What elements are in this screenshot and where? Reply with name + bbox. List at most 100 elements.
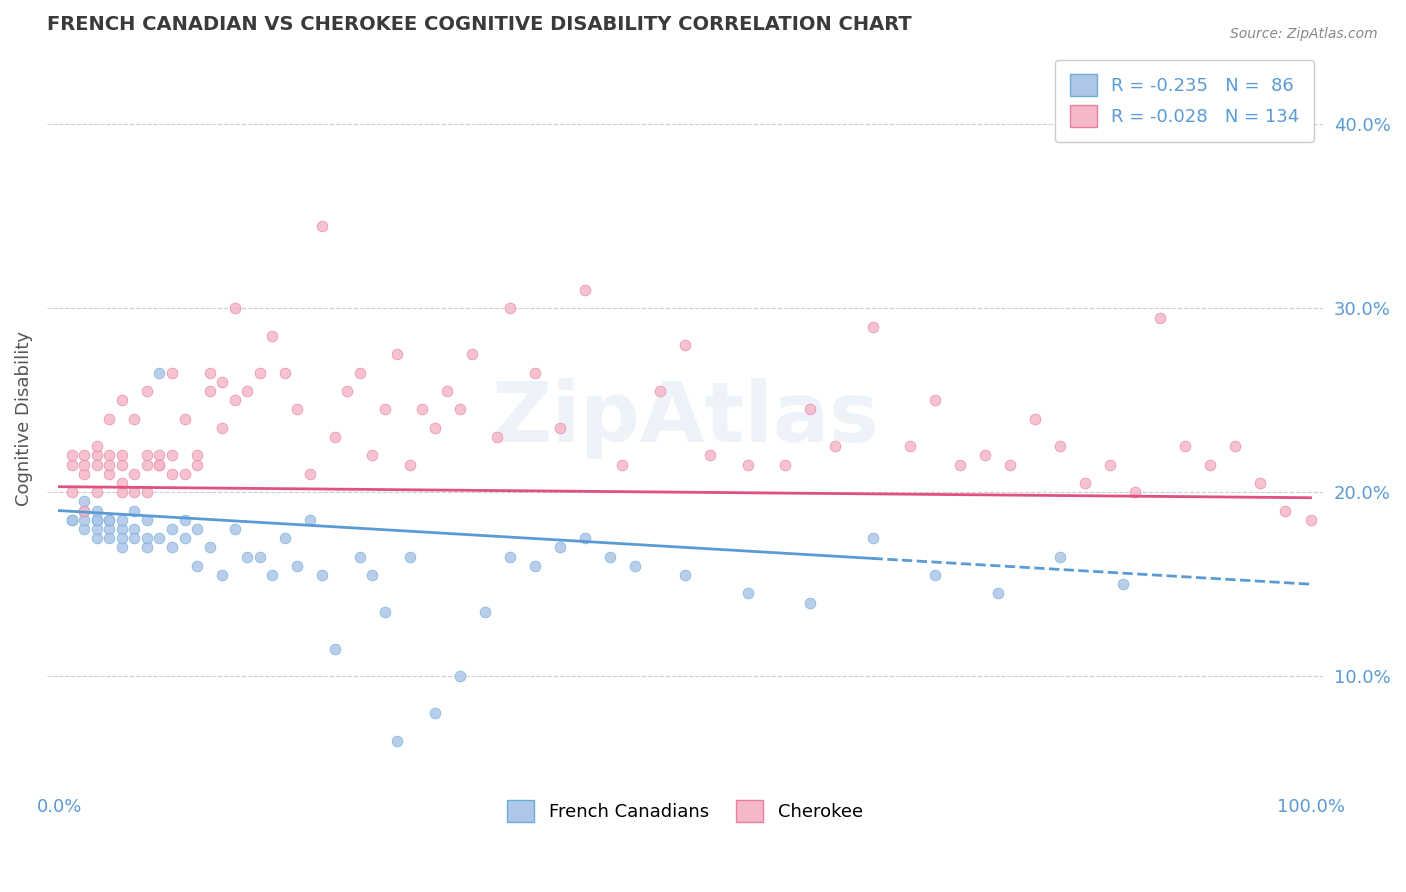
Point [136, 541, 159, 555]
Point [824, 439, 846, 453]
Point [1225, 439, 1247, 453]
Point [111, 393, 134, 408]
Point [98, 531, 121, 545]
Point [773, 458, 796, 472]
Point [160, 449, 183, 463]
Point [361, 568, 384, 582]
Point [224, 301, 246, 316]
Point [111, 522, 134, 536]
Point [1249, 476, 1271, 491]
Point [86, 485, 108, 500]
Point [1049, 549, 1071, 564]
Point [211, 421, 233, 435]
Point [349, 549, 371, 564]
Point [1299, 513, 1322, 527]
Point [60, 449, 83, 463]
Point [124, 411, 146, 425]
Point [1099, 458, 1122, 472]
Point [799, 402, 821, 417]
Point [98, 411, 121, 425]
Point [173, 467, 195, 481]
Point [249, 366, 271, 380]
Point [1074, 476, 1097, 491]
Point [311, 219, 333, 233]
Point [136, 449, 159, 463]
Point [98, 467, 121, 481]
Point [86, 513, 108, 527]
Point [862, 531, 884, 545]
Point [1274, 503, 1296, 517]
Point [124, 522, 146, 536]
Point [198, 366, 221, 380]
Point [111, 531, 134, 545]
Point [124, 485, 146, 500]
Point [136, 485, 159, 500]
Point [423, 421, 446, 435]
Point [499, 549, 522, 564]
Point [86, 458, 108, 472]
Point [136, 384, 159, 398]
Point [198, 541, 221, 555]
Point [86, 503, 108, 517]
Point [411, 402, 433, 417]
Point [523, 366, 546, 380]
Point [1199, 458, 1222, 472]
Point [974, 449, 997, 463]
Point [1049, 439, 1071, 453]
Point [148, 531, 170, 545]
Point [311, 568, 333, 582]
Point [148, 458, 170, 472]
Point [98, 513, 121, 527]
Point [160, 366, 183, 380]
Point [148, 449, 170, 463]
Point [124, 503, 146, 517]
Point [86, 522, 108, 536]
Point [98, 513, 121, 527]
Point [136, 513, 159, 527]
Point [737, 458, 759, 472]
Point [60, 485, 83, 500]
Point [398, 549, 420, 564]
Point [136, 458, 159, 472]
Point [186, 522, 208, 536]
Point [387, 733, 409, 747]
Point [298, 513, 321, 527]
Point [523, 558, 546, 573]
Point [374, 402, 396, 417]
Point [224, 522, 246, 536]
Point [323, 430, 346, 444]
Point [86, 531, 108, 545]
Point [111, 513, 134, 527]
Point [612, 458, 634, 472]
Point [361, 449, 384, 463]
Point [548, 421, 571, 435]
Point [98, 449, 121, 463]
Point [60, 458, 83, 472]
Point [624, 558, 647, 573]
Point [648, 384, 671, 398]
Point [73, 494, 96, 508]
Point [898, 439, 921, 453]
Point [124, 467, 146, 481]
Point [60, 513, 83, 527]
Point [73, 458, 96, 472]
Point [86, 513, 108, 527]
Y-axis label: Cognitive Disability: Cognitive Disability [15, 331, 32, 506]
Point [862, 319, 884, 334]
Point [349, 366, 371, 380]
Point [1000, 458, 1022, 472]
Point [449, 402, 471, 417]
Point [298, 467, 321, 481]
Text: ZipAtlas: ZipAtlas [491, 378, 879, 459]
Point [160, 467, 183, 481]
Point [148, 366, 170, 380]
Point [124, 531, 146, 545]
Point [273, 531, 295, 545]
Text: Source: ZipAtlas.com: Source: ZipAtlas.com [1230, 27, 1378, 41]
Point [423, 706, 446, 720]
Point [699, 449, 721, 463]
Point [474, 605, 496, 619]
Point [262, 329, 284, 343]
Point [73, 513, 96, 527]
Point [73, 449, 96, 463]
